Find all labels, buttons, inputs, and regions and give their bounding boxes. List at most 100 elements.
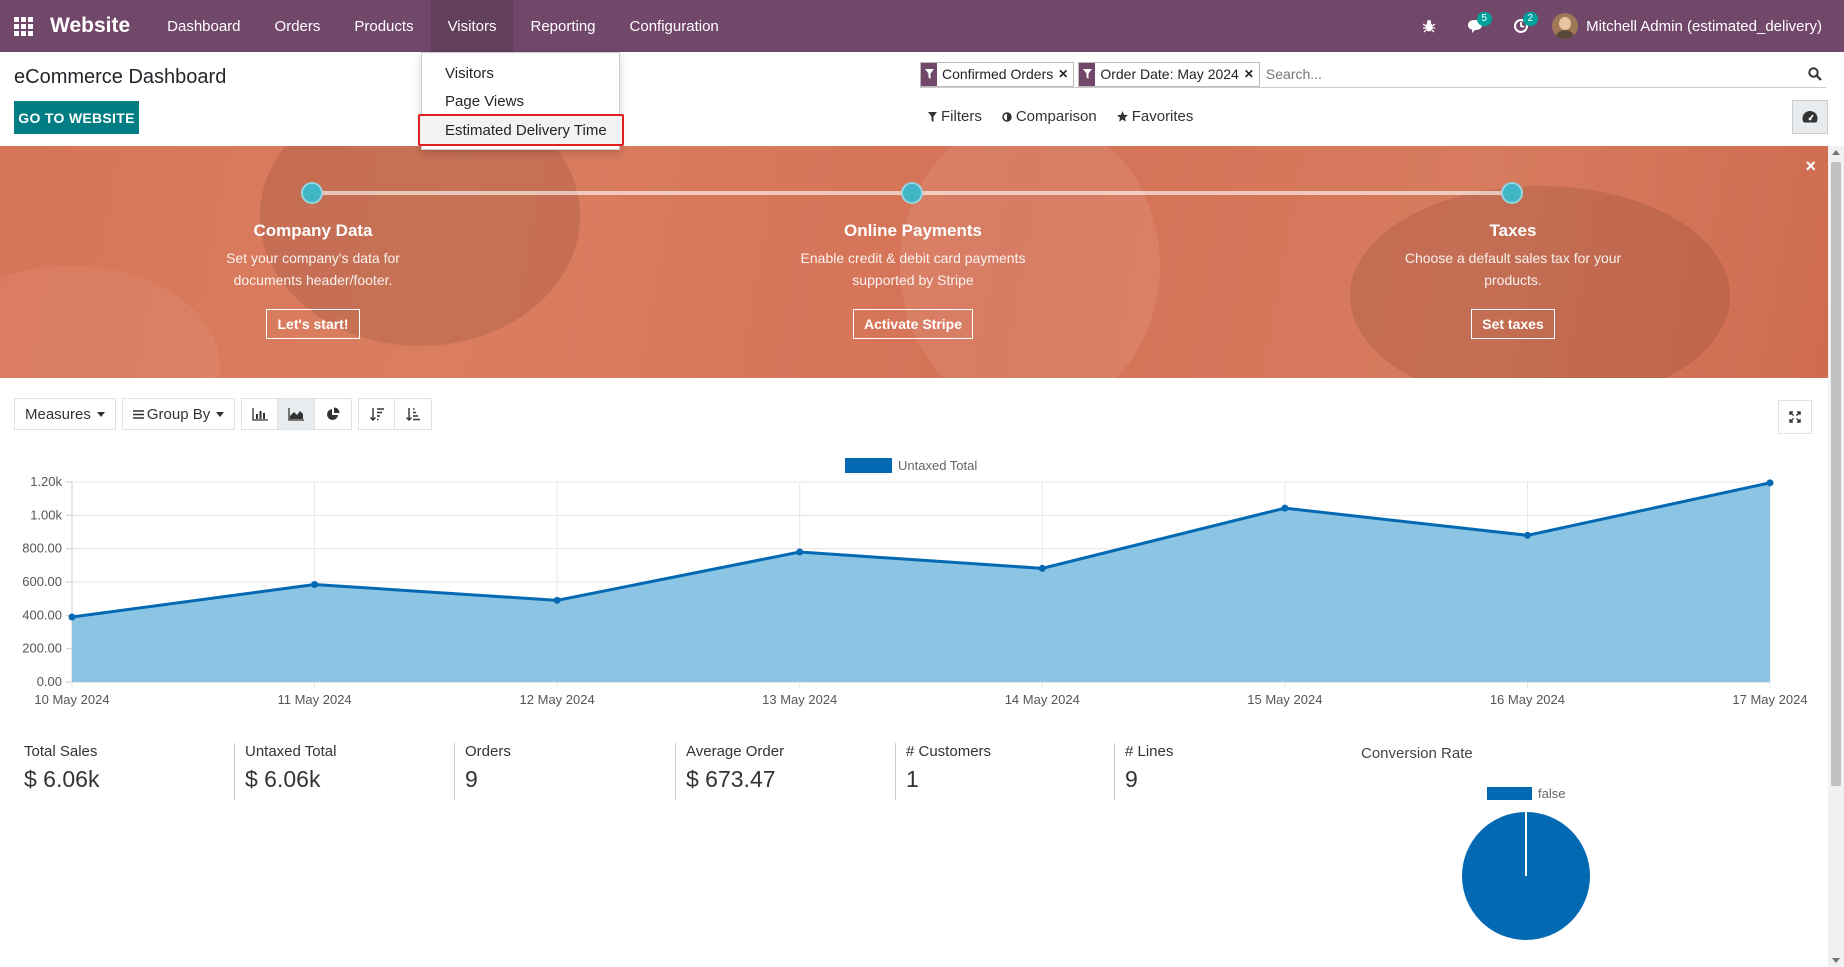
kpi-average-order[interactable]: Average Order $ 673.47 <box>675 743 885 800</box>
kpi-untaxed-total[interactable]: Untaxed Total $ 6.06k <box>234 743 444 800</box>
dashboard-gauge-button[interactable] <box>1792 100 1828 134</box>
favorites-button[interactable]: Favorites <box>1116 108 1193 125</box>
top-navbar: Website Dashboard Orders Products Visito… <box>0 0 1844 52</box>
step-title: Taxes <box>1489 221 1537 240</box>
expand-fullscreen-button[interactable] <box>1778 400 1812 434</box>
scroll-thumb[interactable] <box>1831 162 1841 786</box>
dropdown-item-page-views[interactable]: Page Views <box>445 92 524 110</box>
filter-icon <box>1079 62 1096 86</box>
menu-dashboard[interactable]: Dashboard <box>167 17 241 35</box>
kpi-value: 9 <box>1125 766 1138 792</box>
search-panel-buttons: Filters Comparison Favorites <box>928 108 1213 125</box>
sort-ascending-button[interactable] <box>395 398 433 430</box>
data-point <box>1523 531 1531 539</box>
group-by-label: Group By <box>146 405 211 423</box>
measures-label: Measures <box>25 405 91 423</box>
onboarding-step-taxes: Taxes Choose a default sales tax for you… <box>1363 221 1663 339</box>
y-tick-label: 400.00 <box>22 607 62 622</box>
search-bar: Confirmed Orders ✕ Order Date: May 2024 … <box>920 61 1826 88</box>
step-dot-taxes <box>1501 182 1523 204</box>
dropdown-item-estimated-delivery-time[interactable]: Estimated Delivery Time <box>418 114 624 146</box>
facet-confirmed-orders[interactable]: Confirmed Orders ✕ <box>920 61 1075 87</box>
group-by-button[interactable]: Group By <box>121 398 236 430</box>
sort-descending-icon <box>369 408 384 421</box>
pie-legend[interactable]: false <box>1487 786 1565 801</box>
x-tick-label: 14 May 2024 <box>1005 692 1080 707</box>
filter-icon <box>921 62 937 86</box>
data-point <box>553 596 561 604</box>
x-tick-label: 13 May 2024 <box>762 692 837 707</box>
bar-chart-button[interactable] <box>241 398 279 430</box>
caret-down-icon <box>96 411 105 417</box>
kpi-label: Average Order <box>686 743 785 760</box>
pie-chart-button[interactable] <box>315 398 353 430</box>
series-area <box>72 482 1770 682</box>
caret-down-icon <box>216 411 225 417</box>
menu-products[interactable]: Products <box>354 17 414 35</box>
x-tick-label: 15 May 2024 <box>1247 692 1322 707</box>
kpi-customers[interactable]: # Customers 1 <box>895 743 1105 800</box>
x-tick-label: 11 May 2024 <box>277 692 351 707</box>
kpi-value: 9 <box>465 766 478 792</box>
pie-legend-label: false <box>1538 786 1566 801</box>
comparison-button[interactable]: Comparison <box>1002 108 1097 125</box>
filter-icon <box>928 111 937 122</box>
filters-button[interactable]: Filters <box>928 108 982 125</box>
list-icon <box>132 409 144 419</box>
page-scrollbar[interactable] <box>1828 146 1844 967</box>
expand-icon <box>1789 411 1801 423</box>
onboarding-step-company-data: Company Data Set your company's data for… <box>163 221 463 339</box>
kpi-lines[interactable]: # Lines 9 <box>1114 743 1324 800</box>
menu-visitors[interactable]: Visitors <box>430 0 514 52</box>
kpi-value: $ 6.06k <box>245 766 321 792</box>
facet-remove-icon[interactable]: ✕ <box>1243 67 1254 81</box>
sort-descending-button[interactable] <box>358 398 396 430</box>
facet-remove-icon[interactable]: ✕ <box>1058 67 1069 81</box>
tachometer-icon <box>1802 111 1818 123</box>
kpi-total-sales[interactable]: Total Sales $ 6.06k <box>14 743 224 800</box>
user-avatar <box>1552 13 1579 39</box>
set-taxes-button[interactable]: Set taxes <box>1471 309 1555 339</box>
x-tick-label: 17 May 2024 <box>1732 692 1807 707</box>
menu-configuration[interactable]: Configuration <box>629 17 719 35</box>
apps-menu-icon[interactable] <box>0 0 46 52</box>
y-tick-label: 600.00 <box>22 574 62 589</box>
app-brand[interactable]: Website <box>50 14 131 37</box>
close-banner-icon[interactable]: × <box>1805 156 1816 176</box>
legend-swatch <box>845 458 892 473</box>
data-point <box>311 581 319 588</box>
step-dot-company-data <box>301 182 323 204</box>
menu-reporting[interactable]: Reporting <box>530 17 596 35</box>
kpi-value: $ 673.47 <box>686 766 776 792</box>
go-to-website-button[interactable]: GO TO WEBSITE <box>14 101 139 134</box>
comparison-label: Comparison <box>1015 108 1097 125</box>
y-tick-label: 1.20k <box>30 474 62 489</box>
user-menu[interactable]: Mitchell Admin (estimated_delivery) <box>1544 0 1844 52</box>
dropdown-item-visitors[interactable]: Visitors <box>445 64 494 82</box>
messages-chat-icon[interactable]: 5 <box>1452 0 1498 52</box>
kpi-label: Total Sales <box>24 743 98 760</box>
kpi-label: # Customers <box>906 743 992 760</box>
scroll-up-icon <box>1832 150 1840 155</box>
data-point <box>1281 504 1289 512</box>
page-title: eCommerce Dashboard <box>14 66 227 88</box>
debug-bug-icon[interactable] <box>1406 0 1452 52</box>
legend-label: Untaxed Total <box>898 458 977 473</box>
search-input[interactable] <box>1263 66 1804 82</box>
measures-button[interactable]: Measures <box>14 398 116 430</box>
kpi-orders[interactable]: Orders 9 <box>454 743 664 800</box>
line-chart-button[interactable] <box>278 398 316 430</box>
chart-type-group <box>241 398 353 430</box>
search-icon[interactable] <box>1804 63 1826 85</box>
facet-order-date[interactable]: Order Date: May 2024 ✕ <box>1078 61 1260 87</box>
y-tick-label: 200.00 <box>22 641 62 656</box>
x-tick-label: 10 May 2024 <box>34 692 109 707</box>
step-description: Set your company's data for documents he… <box>226 250 400 288</box>
activities-clock-icon[interactable]: 2 <box>1498 0 1544 52</box>
y-tick-label: 800.00 <box>22 541 62 556</box>
activities-badge: 2 <box>1522 12 1539 26</box>
menu-orders[interactable]: Orders <box>274 17 321 35</box>
activate-stripe-button[interactable]: Activate Stripe <box>852 309 974 339</box>
lets-start-button[interactable]: Let's start! <box>266 309 360 339</box>
sort-ascending-icon <box>406 408 421 421</box>
